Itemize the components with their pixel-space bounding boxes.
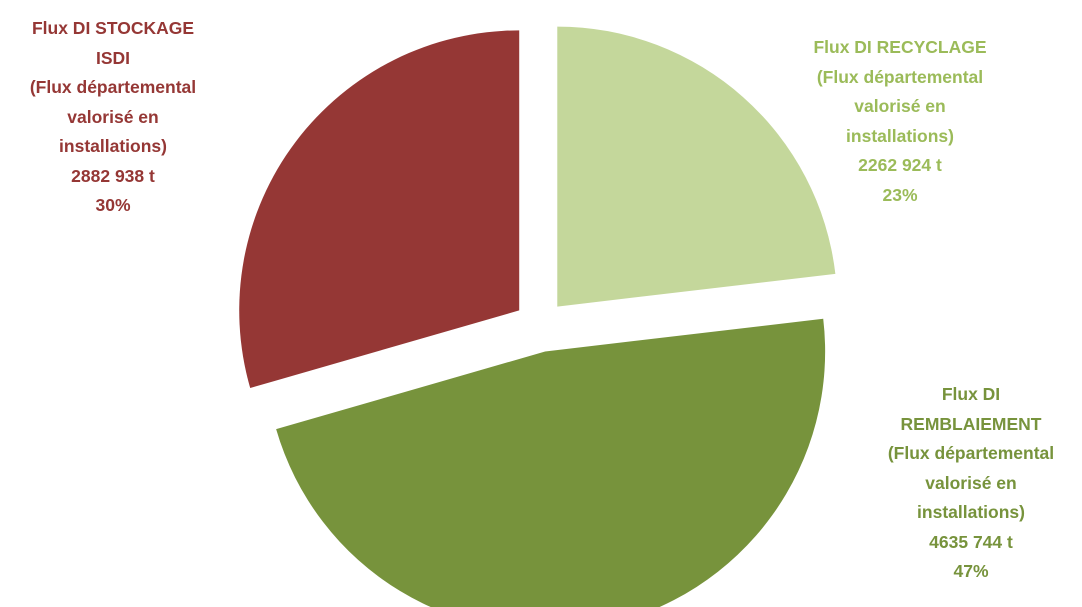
label-stockage-line-4: valorisé en <box>67 106 159 127</box>
label-recyclage-line-1: Flux DI RECYCLAGE <box>813 37 987 57</box>
label-remblaiement-line-3: (Flux départemental <box>887 443 1055 463</box>
label-recyclage-value: 2262 924 t <box>858 155 942 175</box>
label-recyclage-line-4: installations) <box>846 125 954 146</box>
label-stockage-line-5: installations) <box>59 136 167 156</box>
label-remblaiement: Flux DI REMBLAIEMENT (Flux départemental… <box>860 380 1082 587</box>
label-remblaiement-percent: 47% <box>953 561 989 581</box>
label-stockage-line-1: Flux DI STOCKAGE <box>31 18 195 38</box>
label-remblaiement-value: 4635 744 t <box>929 531 1013 552</box>
label-stockage: Flux DI STOCKAGE ISDI (Flux départementa… <box>0 14 226 221</box>
label-remblaiement-line-4: valorisé en <box>925 472 1017 493</box>
label-remblaiement-line-2: REMBLAIEMENT <box>900 413 1042 434</box>
label-stockage-value: 2882 938 t <box>71 165 155 186</box>
label-remblaiement-line-1: Flux DI <box>941 384 1001 404</box>
label-remblaiement-line-5: installations) <box>917 502 1025 522</box>
label-recyclage-percent: 23% <box>882 184 918 205</box>
label-recyclage: Flux DI RECYCLAGE (Flux départemental va… <box>777 33 1023 210</box>
label-stockage-percent: 30% <box>95 195 131 215</box>
label-recyclage-line-3: valorisé en <box>854 96 946 116</box>
pie-slice-remblaiement <box>276 318 826 607</box>
label-stockage-line-3: (Flux départemental <box>29 77 197 97</box>
label-stockage-line-2: ISDI <box>95 47 131 68</box>
label-recyclage-line-2: (Flux départemental <box>816 66 984 87</box>
pie-slice-stockage <box>239 30 520 389</box>
pie-slice-recyclage <box>557 26 836 307</box>
